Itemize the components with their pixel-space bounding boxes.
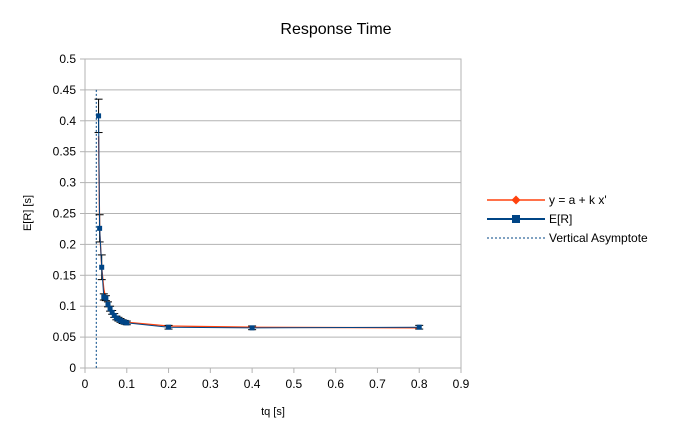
er-data-point (103, 295, 109, 301)
axes (80, 58, 462, 373)
er-data-point (105, 301, 111, 307)
legend-marker-er (512, 215, 520, 223)
gridlines (85, 58, 461, 338)
y-tick-label: 0.5 (59, 52, 76, 66)
legend-marker-fit (511, 195, 521, 205)
x-tick-label: 0.4 (244, 377, 261, 391)
y-tick-label: 0.4 (59, 114, 76, 128)
x-tick-label: 0.3 (202, 377, 219, 391)
data-series-layer (96, 113, 422, 331)
fit-series-line (97, 136, 420, 329)
x-tick-label: 0.7 (369, 377, 386, 391)
x-tick-label: 0.9 (453, 377, 470, 391)
y-tick-label: 0.1 (59, 299, 76, 313)
legend-label-er: E[R] (549, 212, 572, 226)
fit-series-layer (97, 136, 420, 329)
y-axis-label: E[R] [s] (22, 195, 34, 231)
error-bar-layer (94, 98, 424, 331)
chart-title: Response Time (280, 21, 391, 38)
y-tick-label: 0.45 (53, 83, 77, 97)
er-data-point (124, 320, 130, 326)
legend: y = a + k x' E[R] Vertical Asymptote (487, 193, 648, 245)
y-tick-label: 0.2 (59, 237, 76, 251)
legend-item-er: E[R] (487, 212, 572, 226)
x-tick-label: 0.1 (118, 377, 135, 391)
legend-item-asymptote: Vertical Asymptote (487, 231, 648, 245)
x-tick-label: 0 (82, 377, 89, 391)
x-axis-label: tq [s] (261, 406, 285, 418)
x-tick-label: 0.5 (286, 377, 303, 391)
legend-label-fit: y = a + k x' (549, 193, 607, 207)
y-tick-label: 0.05 (53, 330, 77, 344)
er-series-line (98, 115, 420, 329)
er-data-point (249, 325, 255, 331)
er-data-point (97, 225, 103, 231)
y-tick-label: 0.15 (53, 268, 77, 282)
er-data-point (416, 324, 422, 330)
y-tick-label: 0.3 (59, 176, 76, 190)
er-data-point (107, 306, 113, 312)
x-tick-label: 0.6 (327, 377, 344, 391)
er-data-point (109, 309, 115, 315)
er-data-point (96, 113, 102, 119)
er-data-point (99, 264, 105, 270)
er-data-point (166, 324, 172, 330)
legend-item-fit: y = a + k x' (487, 193, 607, 207)
y-tick-label: 0.35 (53, 145, 77, 159)
y-tick-label: 0 (69, 361, 76, 375)
x-tick-label: 0.2 (160, 377, 177, 391)
plot-area-frame (84, 58, 462, 369)
tick-labels: 0 0.05 0.1 0.15 0.2 0.25 0.3 0.35 0.4 0.45 0.5 0 0.1… (53, 52, 470, 391)
x-tick-label: 0.8 (411, 377, 428, 391)
y-tick-label: 0.25 (53, 207, 77, 221)
legend-label-asymptote: Vertical Asymptote (549, 231, 648, 245)
